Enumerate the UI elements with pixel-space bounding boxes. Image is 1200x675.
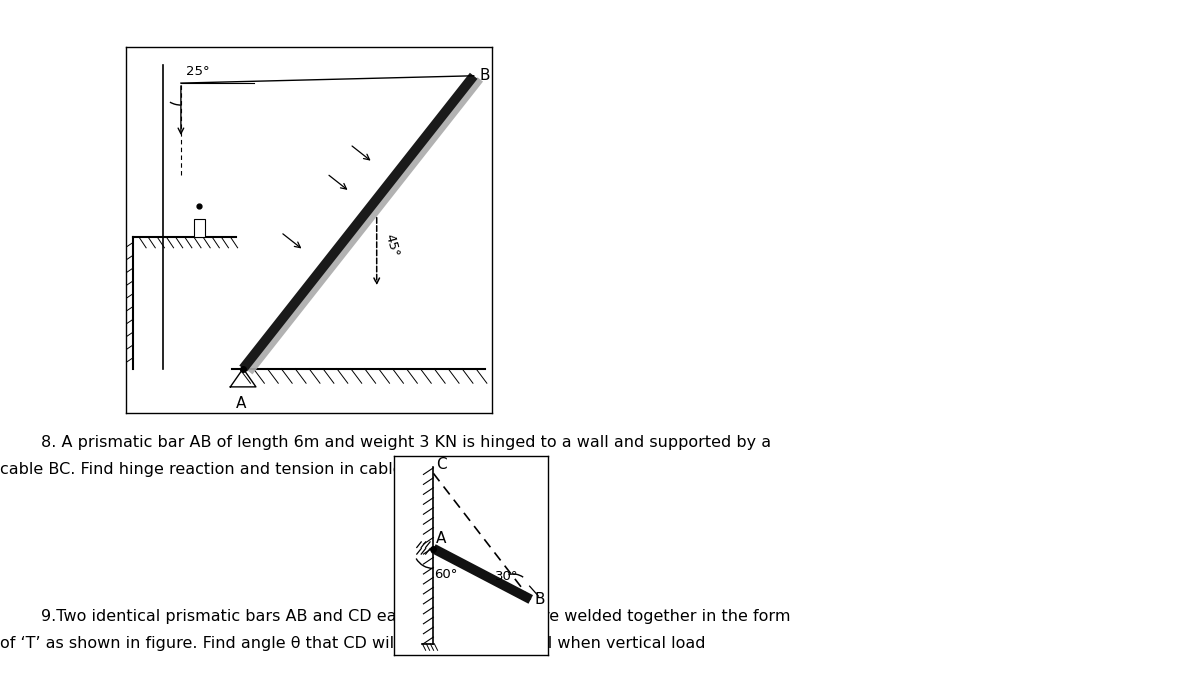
- Text: cable BC. Find hinge reaction and tension in cable BC.: cable BC. Find hinge reaction and tensio…: [0, 462, 434, 477]
- Text: 30°: 30°: [496, 570, 518, 583]
- Text: C: C: [436, 457, 446, 472]
- Text: 9.Two identical prismatic bars AB and CD each of weight 5N, are welded together : 9.Two identical prismatic bars AB and CD…: [0, 609, 791, 624]
- Text: A: A: [436, 531, 446, 546]
- Text: 45°: 45°: [382, 232, 401, 258]
- Text: 8. A prismatic bar AB of length 6m and weight 3 KN is hinged to a wall and suppo: 8. A prismatic bar AB of length 6m and w…: [0, 435, 772, 450]
- Text: B: B: [534, 592, 545, 607]
- Text: B: B: [479, 68, 490, 83]
- Bar: [193, 219, 205, 237]
- Text: of ‘T’ as shown in figure. Find angle θ that CD will make with vertical when ver: of ‘T’ as shown in figure. Find angle θ …: [0, 636, 706, 651]
- Text: A: A: [236, 396, 246, 411]
- Text: 60°: 60°: [434, 568, 458, 581]
- Text: 25°: 25°: [186, 65, 210, 78]
